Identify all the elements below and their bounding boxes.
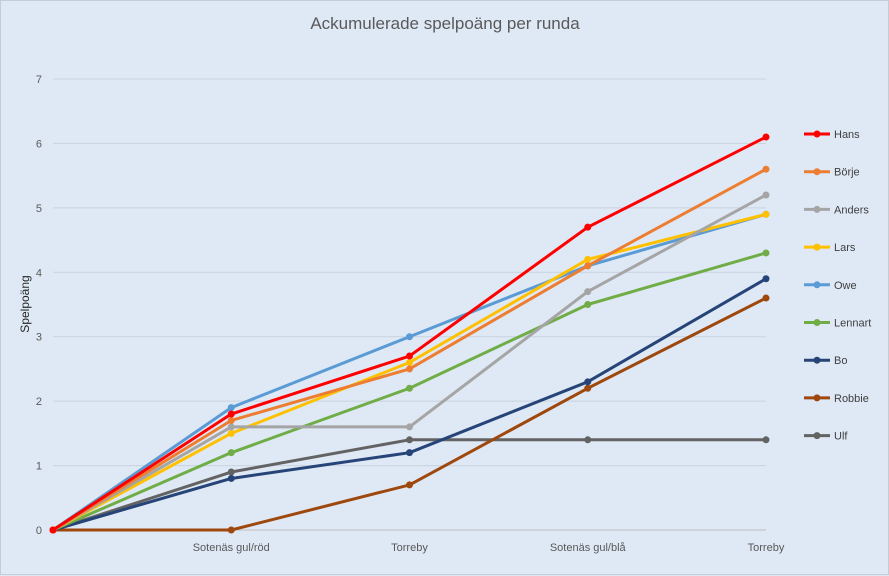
data-point [762, 275, 770, 283]
data-point [227, 423, 235, 431]
legend-item: Ulf [804, 431, 848, 443]
series-line [51, 277, 768, 532]
legend-swatch-marker [813, 243, 821, 251]
data-point [584, 436, 592, 444]
data-point [584, 378, 592, 386]
legend-label: Hans [834, 129, 860, 141]
data-point [406, 423, 413, 431]
data-point [406, 436, 413, 444]
legend: Hans Börje Anders Lars Owe Lennart Bo Robbie Ulf [804, 129, 871, 443]
legend-item: Owe [804, 280, 857, 292]
series-robbie [49, 294, 770, 534]
legend-label: Robbie [834, 393, 869, 405]
data-point [227, 526, 235, 534]
data-point [584, 255, 592, 263]
series-line [51, 167, 768, 532]
y-tick-label: 4 [36, 267, 42, 279]
x-tick-label: Torreby [748, 542, 785, 554]
grid-lines [53, 78, 766, 531]
legend-item: Hans [804, 129, 860, 141]
legend-item: Anders [804, 204, 869, 216]
legend-swatch-marker [813, 432, 821, 440]
legend-item: Lars [804, 242, 856, 254]
legend-item: Börje [804, 167, 860, 179]
y-tick-label: 0 [36, 525, 42, 537]
data-point [762, 210, 770, 218]
y-tick-label: 7 [36, 74, 42, 86]
data-point [406, 333, 413, 341]
data-point [227, 416, 235, 424]
data-point [227, 468, 235, 476]
y-tick-label: 3 [36, 332, 42, 344]
y-axis-label: Spelpoäng [18, 275, 32, 332]
y-tick-label: 2 [36, 396, 42, 408]
y-tick-label: 6 [36, 138, 42, 150]
legend-swatch-marker [813, 281, 821, 289]
legend-swatch-marker [813, 168, 821, 176]
legend-label: Börje [834, 167, 860, 179]
data-point [227, 474, 235, 482]
legend-label: Bo [834, 355, 847, 367]
y-axis-ticks: 0 1 2 3 4 5 6 7 [36, 74, 42, 537]
data-point [406, 449, 413, 457]
series-hans [49, 133, 770, 534]
legend-swatch-marker [813, 356, 821, 364]
legend-swatch-marker [813, 319, 821, 326]
data-point [584, 262, 592, 270]
legend-swatch-marker [813, 394, 821, 402]
x-tick-label: Torreby [391, 542, 428, 554]
chart-title: Ackumulerade spelpoäng per runda [310, 14, 580, 33]
legend-label: Owe [834, 280, 857, 292]
data-point [762, 165, 770, 173]
data-point [406, 481, 413, 489]
legend-label: Lennart [834, 318, 871, 330]
legend-label: Lars [834, 242, 856, 254]
legend-item: Lennart [804, 318, 871, 330]
series-lennart [49, 249, 770, 534]
data-point [584, 288, 592, 296]
legend-item: Bo [804, 355, 847, 367]
legend-swatch-marker [813, 205, 821, 213]
data-point [406, 384, 413, 392]
data-point [762, 294, 770, 302]
data-point [584, 384, 592, 392]
x-tick-label: Sotenäs gul/röd [193, 542, 270, 554]
data-point [227, 410, 235, 418]
data-point [762, 249, 770, 257]
data-point [227, 449, 235, 457]
data-point [584, 301, 592, 308]
legend-swatch-marker [813, 130, 821, 138]
legend-label: Anders [834, 204, 869, 216]
data-point [406, 365, 413, 373]
legend-label: Ulf [834, 431, 848, 443]
y-tick-label: 1 [36, 461, 42, 473]
data-point [227, 429, 235, 437]
x-tick-label: Sotenäs gul/blå [550, 542, 627, 554]
data-point [406, 352, 413, 360]
data-point [762, 436, 770, 444]
data-point [584, 223, 592, 231]
data-point [406, 358, 413, 366]
data-point [227, 404, 235, 412]
data-point [762, 191, 770, 199]
series-lars [49, 210, 770, 534]
legend-item: Robbie [804, 393, 869, 405]
data-point [49, 526, 57, 534]
y-tick-label: 5 [36, 203, 42, 215]
x-axis-ticks: Sotenäs gul/röd Torreby Sotenäs gul/blå Tor… [193, 542, 785, 554]
series-lines [49, 133, 770, 534]
data-point [762, 133, 770, 141]
